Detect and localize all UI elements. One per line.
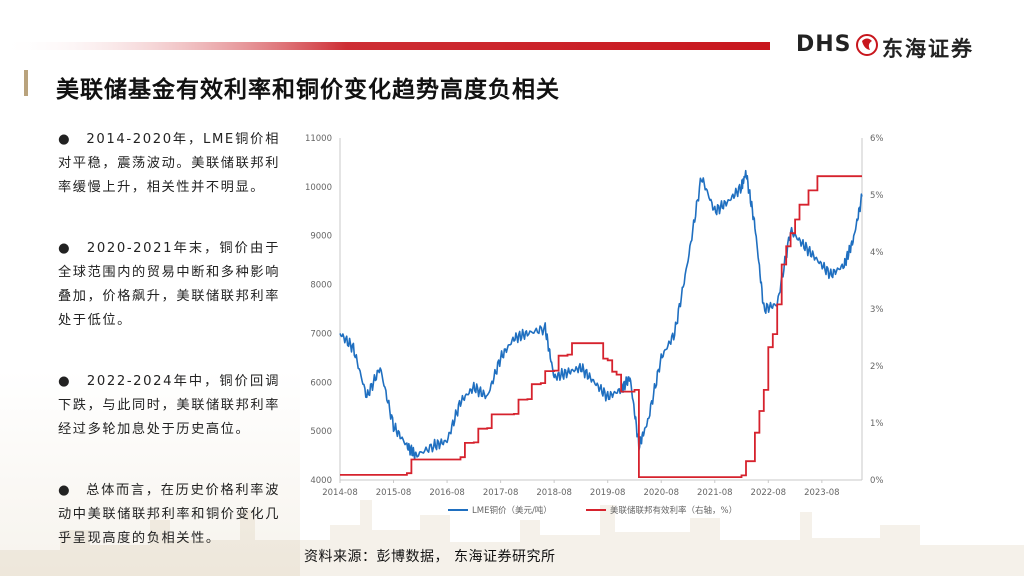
bullet-item: ● 总体而言，在历史价格利率波动中美联储联邦利率和铜价变化几乎呈现高度的负相关性… [58, 483, 280, 546]
copper-vs-fed-rate-chart: 4000 5000 6000 7000 8000 9000 10000 11000 0% 1% 2%… [305, 134, 884, 516]
source-note: 资料来源：彭博数据， 东海证券研究所 [304, 549, 556, 565]
legend-label-lme-copper: LME铜价（美元/吨） [472, 505, 552, 516]
x-tick-label: 2019-08 [590, 488, 626, 498]
y-right-tick-label: 3% [870, 305, 884, 315]
y-left-tick-label: 11000 [305, 134, 332, 144]
bullet-item: ● 2022-2024年中，铜价回调下跌，与此同时，美联储联邦利率经过多轮加息处… [58, 374, 280, 437]
y-left-tick-label: 4000 [310, 476, 332, 486]
y-left-tick-label: 9000 [310, 232, 332, 242]
bullet-list: ● 2014-2020年，LME铜价相对平稳，震荡波动。美联储联邦利率缓慢上升，… [58, 128, 280, 588]
y-left-tick-label: 7000 [310, 329, 332, 339]
title-accent-bar [24, 70, 28, 96]
y-right-tick-label: 5% [870, 191, 884, 201]
x-tick-label: 2016-08 [429, 488, 465, 498]
y-right-tick-label: 4% [870, 248, 884, 258]
x-tick-label: 2015-08 [376, 488, 412, 498]
logo-latin: DHS [796, 32, 852, 57]
series-line-fed-rate [340, 175, 862, 479]
company-logo: DHS 东海证券 [796, 32, 996, 61]
x-tick-label: 2017-08 [483, 488, 519, 498]
header-accent-bar [0, 42, 770, 50]
y-left-tick-label: 8000 [310, 281, 332, 291]
bullet-item: ● 2014-2020年，LME铜价相对平稳，震荡波动。美联储联邦利率缓慢上升，… [58, 132, 280, 195]
y-left-tick-label: 5000 [310, 427, 332, 437]
background-decoration [0, 370, 300, 576]
x-tick-label: 2018-08 [536, 488, 572, 498]
y-right-tick-label: 6% [870, 134, 884, 144]
series-line-lme-copper [339, 169, 863, 460]
x-tick-label: 2023-08 [804, 488, 840, 498]
y-left-tick-label: 6000 [310, 378, 332, 388]
x-tick-label: 2020-08 [643, 488, 679, 498]
legend-label-fed-rate: 美联储联邦有效利率（右轴，%） [610, 505, 737, 516]
logo-chinese: 东海证券 [882, 37, 974, 61]
page-title: 美联储基金有效利率和铜价变化趋势高度负相关 [56, 77, 560, 103]
y-right-tick-label: 1% [870, 419, 884, 429]
y-right-tick-label: 2% [870, 362, 884, 372]
city-skyline-decoration [0, 500, 1024, 576]
x-tick-label: 2021-08 [697, 488, 733, 498]
y-right-tick-label: 0% [870, 476, 884, 486]
y-left-tick-label: 10000 [305, 183, 332, 193]
bullet-item: ● 2020-2021年末，铜价由于全球范围内的贸易中断和多种影响叠加，价格飙升… [58, 241, 280, 328]
x-tick-label: 2022-08 [751, 488, 787, 498]
x-tick-label: 2014-08 [322, 488, 358, 498]
dragon-icon [856, 34, 878, 56]
